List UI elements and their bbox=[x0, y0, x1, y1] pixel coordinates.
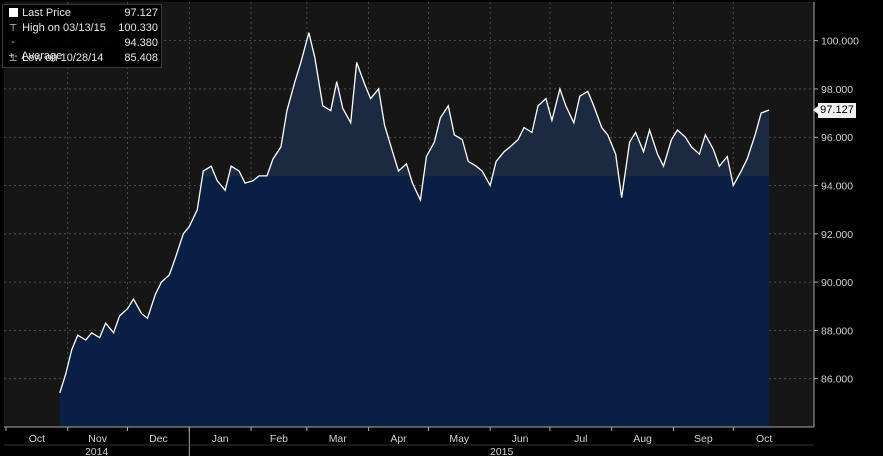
x-tick-label: Dec bbox=[149, 433, 168, 445]
y-tick-label: 88.000 bbox=[821, 325, 853, 337]
x-tick-label: Jun bbox=[512, 433, 529, 445]
x-year-label: 2015 bbox=[490, 446, 514, 456]
x-tick-label: Oct bbox=[29, 433, 45, 445]
legend-high-value: 100.330 bbox=[118, 22, 158, 34]
x-tick-label: Aug bbox=[633, 433, 652, 445]
last-price-pointer-icon bbox=[813, 106, 818, 114]
legend-row-average: -+- Average 94.380 bbox=[7, 36, 158, 62]
axes: 86.000 88.000 90.000 92.000 94.000 96.000 98.0… bbox=[4, 2, 859, 456]
legend-high-label: High on 03/13/15 bbox=[22, 22, 106, 34]
x-tick-label: Feb bbox=[270, 433, 288, 445]
legend-last-label: Last Price bbox=[22, 7, 71, 19]
x-tick-label: Jul bbox=[574, 433, 587, 445]
y-tick-label: 98.000 bbox=[821, 84, 853, 96]
legend-row-low: ⊥ Low on 10/28/14 85.408 bbox=[7, 51, 158, 65]
high-marker-icon: ⊤ bbox=[8, 23, 18, 34]
area-fill-below-average bbox=[59, 176, 770, 427]
x-tick-label: Apr bbox=[390, 433, 407, 445]
area-fill-above-average bbox=[202, 32, 770, 177]
last-price-marker-icon bbox=[7, 7, 19, 21]
x-tick-label: May bbox=[449, 433, 470, 445]
x-tick-label: Jan bbox=[212, 433, 229, 445]
x-tick-label: Mar bbox=[329, 433, 348, 445]
legend-low-label: Low on 10/28/14 bbox=[22, 52, 104, 64]
legend-row-last-price: Last Price 97.127 bbox=[7, 6, 158, 20]
price-line bbox=[59, 32, 770, 394]
y-tick-label: 94.000 bbox=[821, 181, 853, 193]
last-price-tag: 97.127 bbox=[818, 102, 856, 118]
low-marker-icon: ⊥ bbox=[8, 53, 18, 64]
y-tick-label: 86.000 bbox=[821, 374, 853, 386]
y-tick-label: 100.000 bbox=[821, 36, 859, 48]
legend-avg-label: Average bbox=[21, 50, 63, 62]
x-tick-label: Nov bbox=[88, 433, 107, 445]
average-marker-icon: -+- bbox=[8, 37, 18, 62]
legend-panel: Last Price 97.127 ⊤ High on 03/13/15 100… bbox=[2, 4, 162, 68]
legend-last-value: 97.127 bbox=[124, 7, 158, 19]
legend-row-high: ⊤ High on 03/13/15 100.330 bbox=[7, 21, 158, 35]
legend-low-value: 85.408 bbox=[124, 52, 158, 64]
y-tick-label: 96.000 bbox=[821, 132, 853, 144]
x-year-label: 2014 bbox=[85, 446, 109, 456]
x-tick-label: Sep bbox=[694, 433, 713, 445]
y-tick-label: 90.000 bbox=[821, 277, 853, 289]
legend-avg-value: 94.380 bbox=[124, 37, 158, 49]
y-tick-label: 92.000 bbox=[821, 229, 853, 241]
x-tick-label: Oct bbox=[756, 433, 772, 445]
